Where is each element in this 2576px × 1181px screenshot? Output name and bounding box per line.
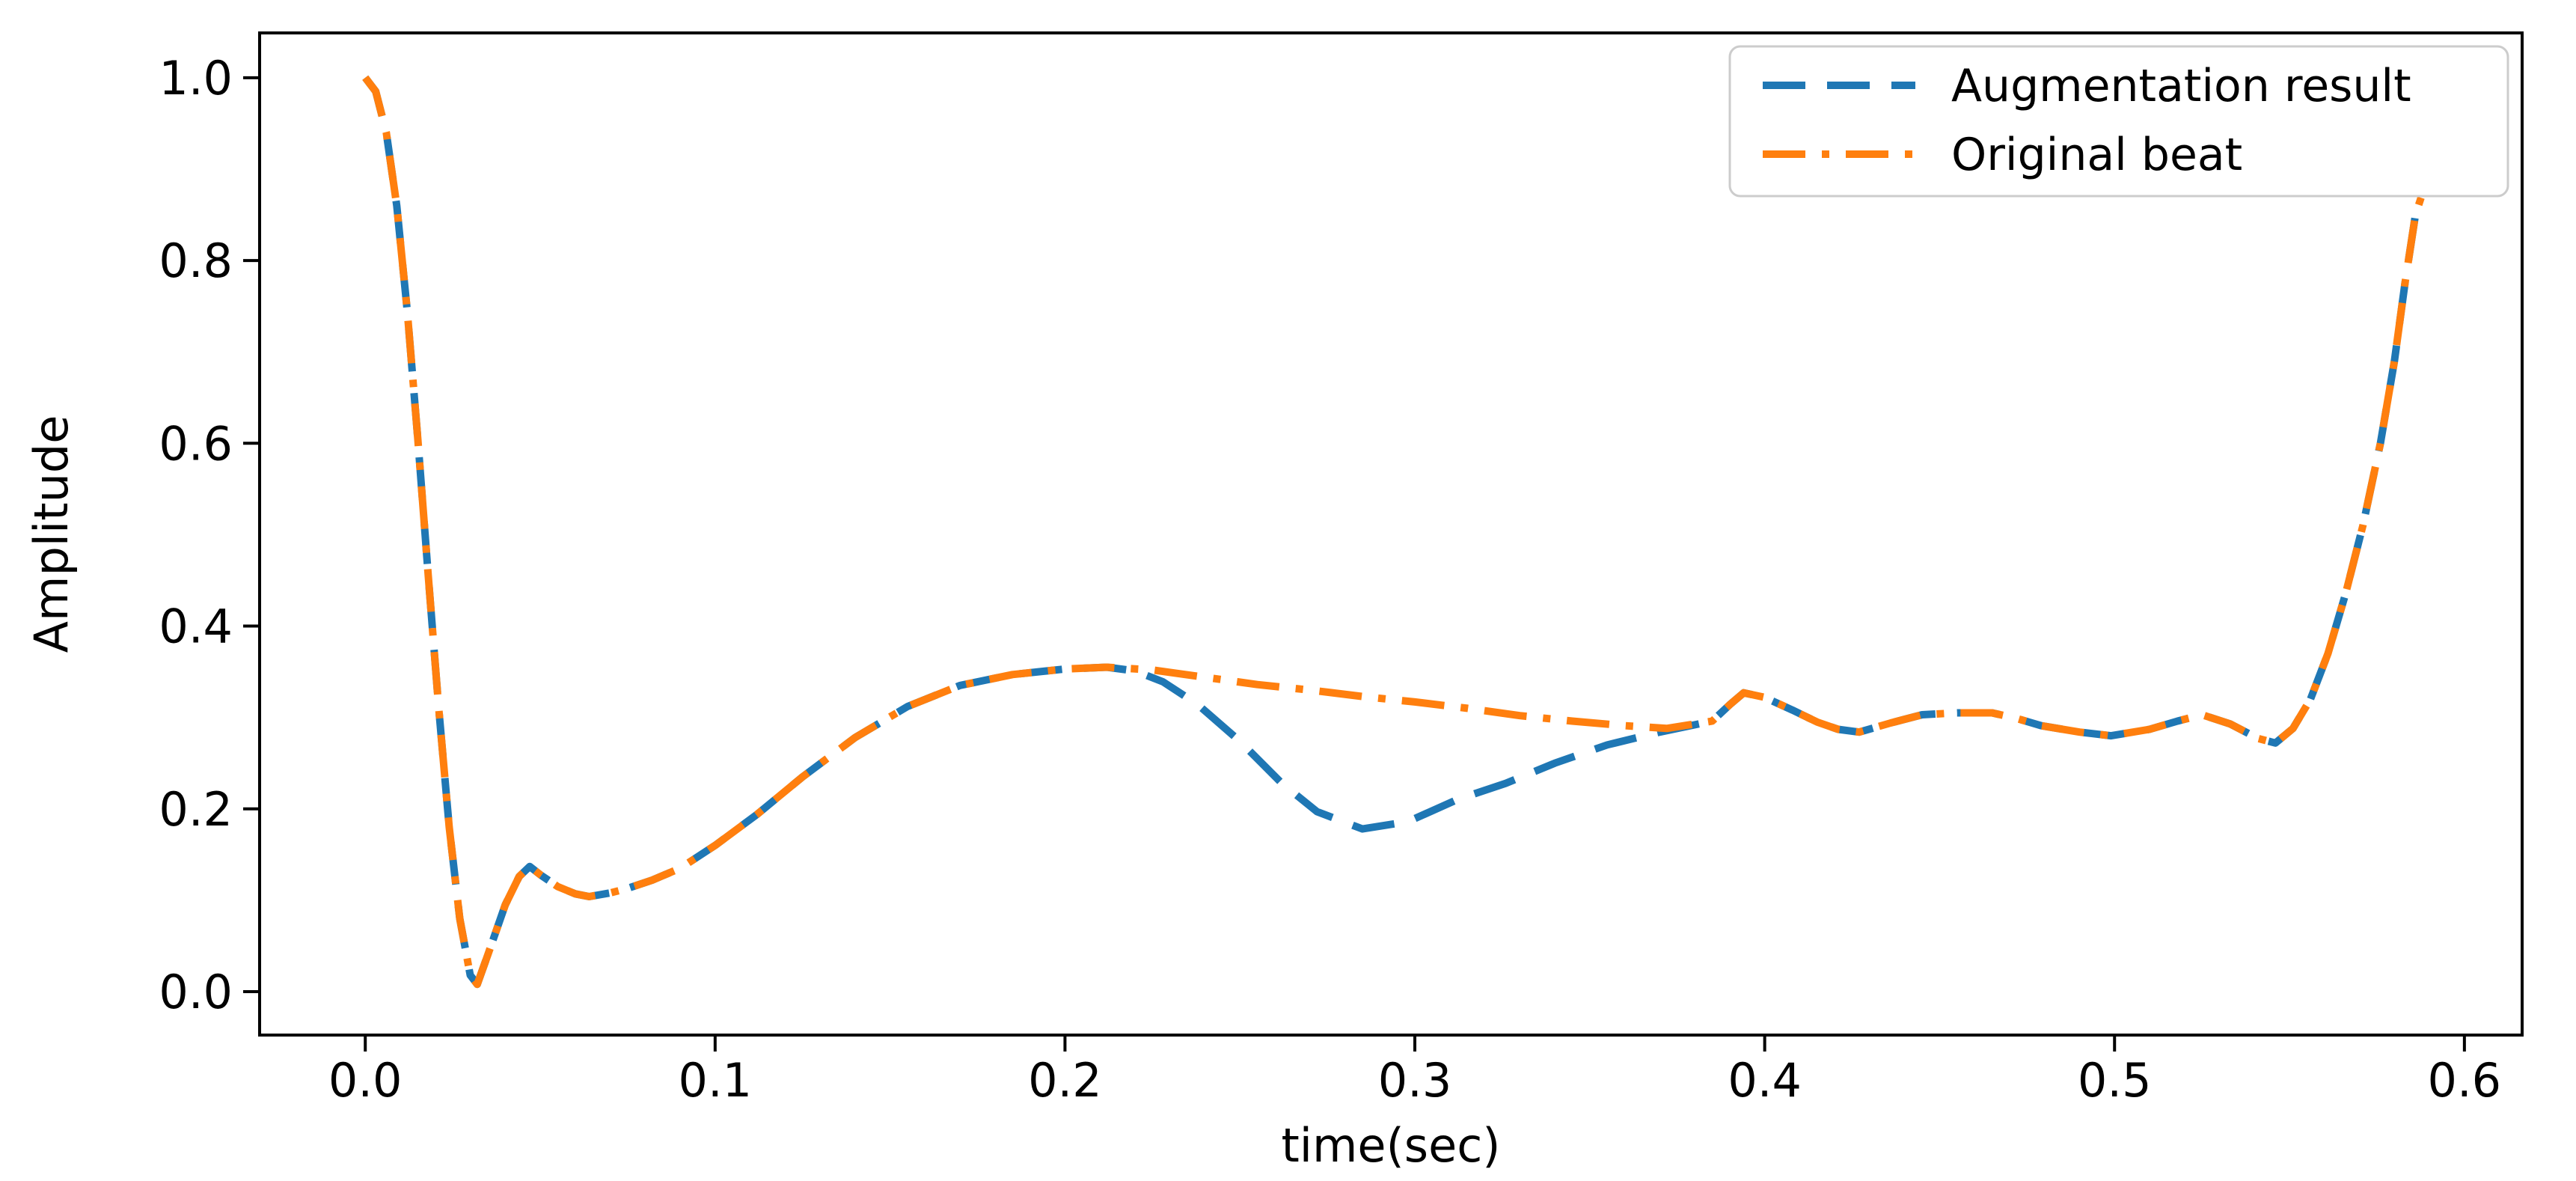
x-axis-label: time(sec) [1282, 1118, 1501, 1173]
y-axis-tick-label: 0.6 [159, 416, 233, 471]
y-axis-label: Amplitude [24, 415, 79, 653]
y-axis-tick-label: 0.4 [159, 599, 233, 654]
series-layer [362, 75, 2430, 989]
legend-item-original-beat: Original beat [1763, 129, 2242, 181]
legend-item-augmentation-result: Augmentation result [1763, 60, 2411, 112]
x-axis-tick-label: 0.3 [1378, 1053, 1452, 1108]
x-axis-tick-label: 0.6 [2428, 1053, 2502, 1108]
legend-label: Original beat [1951, 129, 2242, 181]
y-axis-tick-label: 0.8 [159, 234, 233, 288]
x-axis-tick-label: 0.4 [1728, 1053, 1802, 1108]
x-axis-tick-label: 0.5 [2078, 1053, 2152, 1108]
x-axis-tick-label: 0.2 [1028, 1053, 1102, 1108]
plot-background [260, 33, 2522, 1035]
legend: Augmentation result Original beat [1728, 45, 2509, 198]
legend-box [1728, 45, 2509, 198]
x-axis-tick-label: 0.1 [679, 1053, 753, 1108]
plot-area [260, 33, 2522, 1035]
x-axis-tick-label: 0.0 [328, 1053, 403, 1108]
y-axis-tick-label: 0.0 [159, 965, 233, 1019]
plot-border-spines [258, 31, 2524, 1037]
y-axis-tick-label: 0.2 [159, 782, 233, 837]
series-line-original-beat [362, 75, 2430, 989]
y-axis-tick-label: 1.0 [159, 51, 233, 106]
axis-layer: 0.0 0.1 0.2 0.3 0.4 0.5 0.6 0.0 0.2 0.4 0.6 0.8 1.0 t… [24, 31, 2524, 1173]
legend-label: Augmentation result [1951, 60, 2411, 112]
